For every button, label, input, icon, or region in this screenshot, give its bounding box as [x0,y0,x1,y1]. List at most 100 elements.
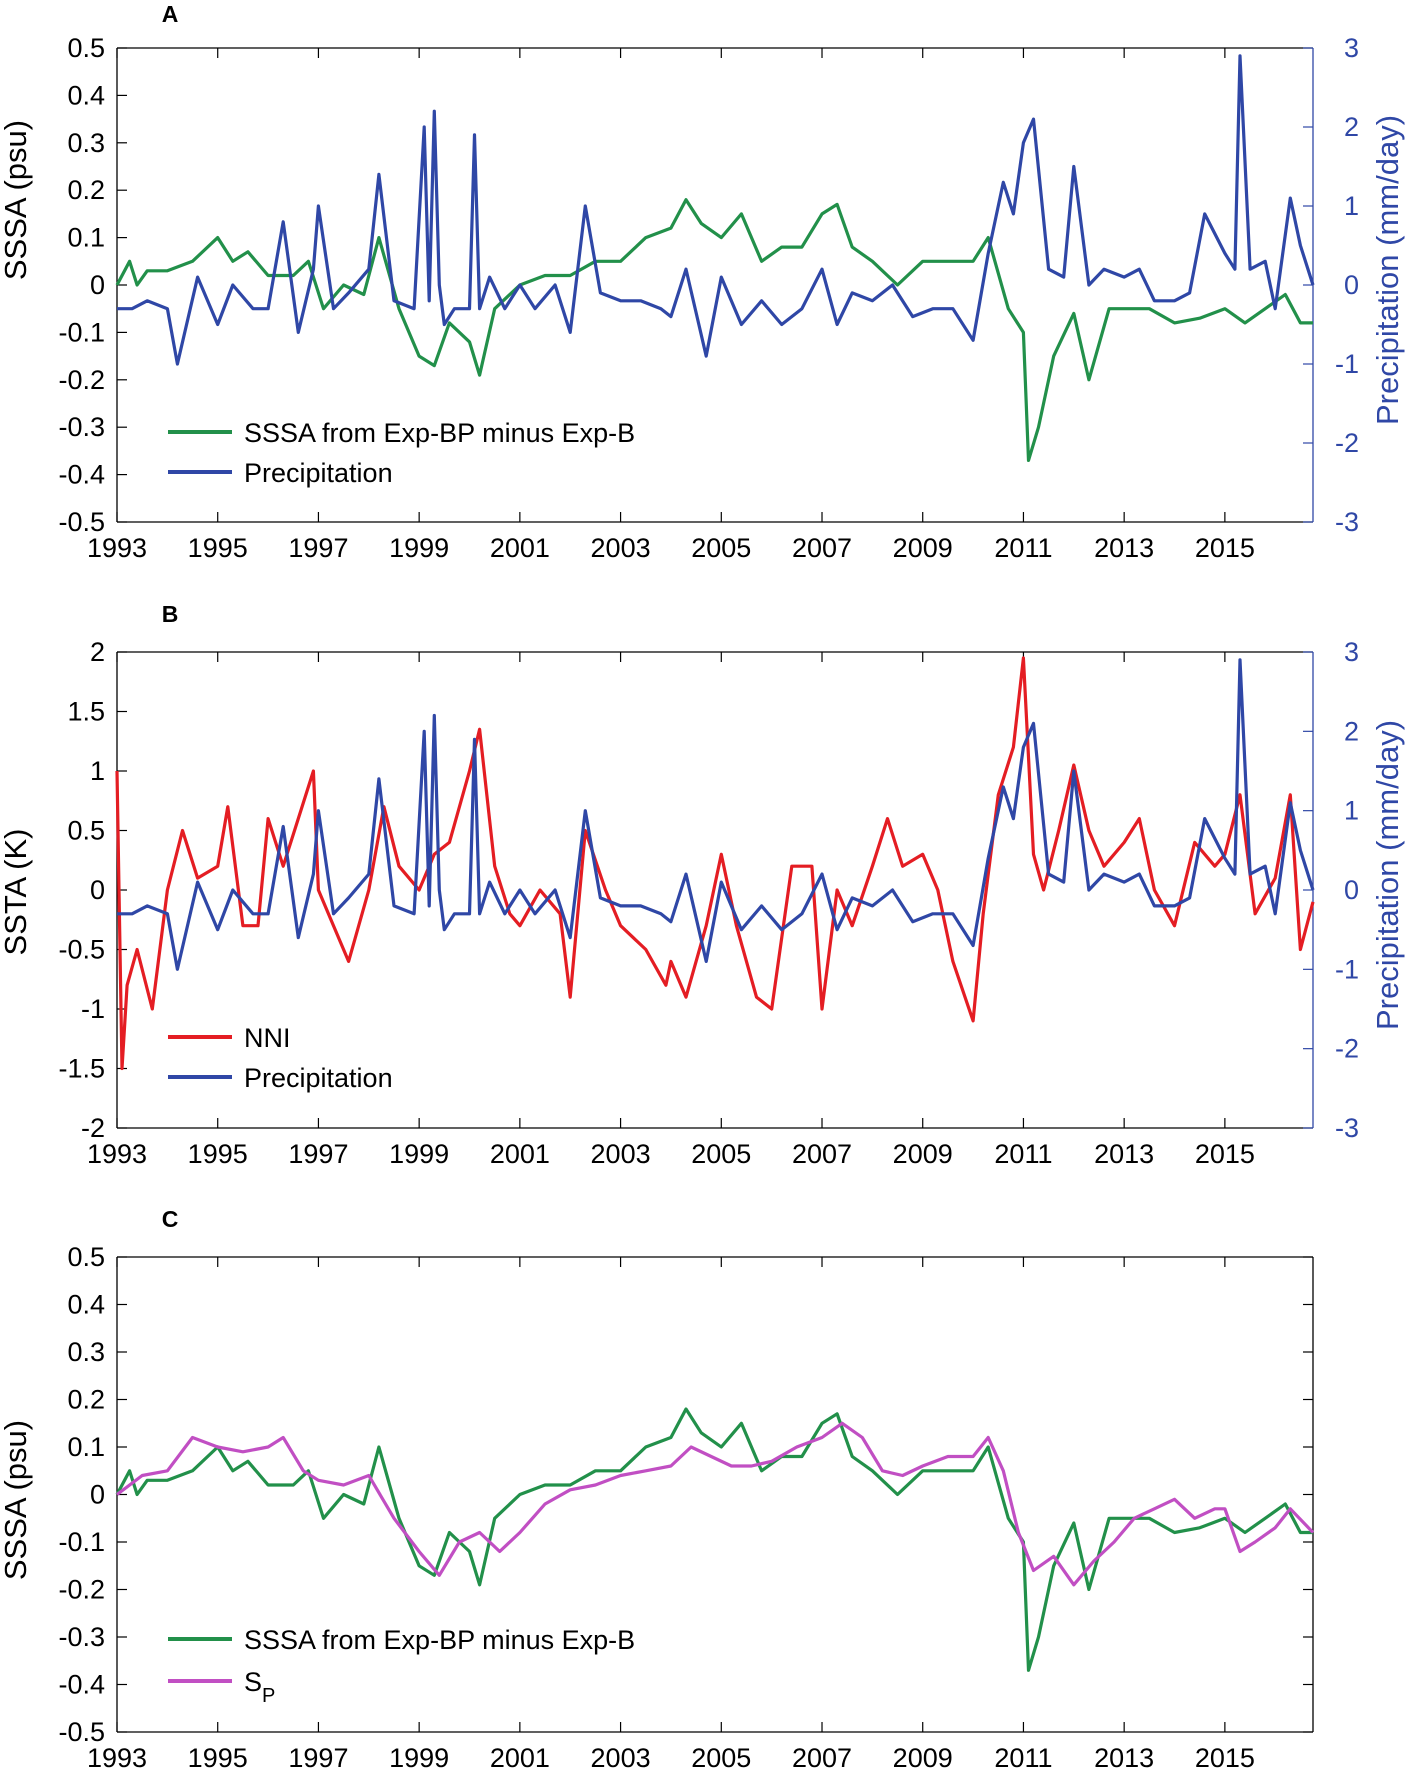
y-tick-label: -0.1 [58,1527,105,1557]
y-tick-label-right: -2 [1335,1034,1359,1064]
y-tick-label: 0.2 [67,1385,105,1415]
y-tick-label: 0.3 [67,1337,105,1367]
y-tick-label: 0.1 [67,223,105,253]
x-tick-label: 1999 [389,533,449,563]
x-tick-label: 1997 [288,1139,348,1169]
x-tick-label: 1999 [389,1139,449,1169]
y-tick-label: -0.4 [58,460,105,490]
panel-a-label: A [162,1,179,27]
x-tick-label: 2009 [893,1139,953,1169]
x-tick-label: 2013 [1094,1743,1154,1773]
panel-b-ylabel: SSTA (K) [0,829,33,956]
y-tick-label: 0.3 [67,128,105,158]
panel-c-ylabel: SSSA (psu) [0,1420,33,1580]
series-line-precipitation [117,54,1315,366]
legend-label-precipitation: Precipitation [244,458,393,488]
y-tick-label: -0.5 [58,935,105,965]
x-tick-label: 2011 [994,1139,1052,1169]
y-tick-label: -1 [81,994,105,1024]
x-tick-label: 2015 [1195,1139,1255,1169]
y-tick-label: -0.2 [58,365,105,395]
y-tick-label: 1 [90,756,105,786]
y-tick-label: -2 [81,1113,105,1143]
y-tick-label: 0 [90,875,105,905]
y-tick-label: -1.5 [58,1054,105,1084]
x-tick-label: 1997 [288,1743,348,1773]
y-tick-label: 0 [90,270,105,300]
legend-label-sssa-from-exp-bp-minus-exp-b: SSSA from Exp-BP minus Exp-B [244,418,635,448]
panel-a-ylabel-right: Precipitation (mm/day) [1370,115,1405,425]
y-tick-label-right: -3 [1335,1113,1359,1143]
x-tick-label: 2011 [994,1743,1052,1773]
x-tick-label: 2003 [591,1139,651,1169]
y-tick-label-right: -1 [1335,349,1359,379]
panel-b: B SSTA (K) Precipitation (mm/day) 1993 19… [0,601,1405,1169]
series-line-nni [115,656,1315,1071]
x-tick-label: 2009 [893,1743,953,1773]
x-tick-label: 2013 [1094,1139,1154,1169]
x-tick-label: 2003 [591,533,651,563]
series-line-sp [116,1421,1315,1587]
y-tick-label: -0.2 [58,1575,105,1605]
x-tick-label: 1993 [87,1743,147,1773]
legend-label-subscript: P [262,1685,275,1707]
x-tick-label: 1999 [389,1743,449,1773]
x-tick-label: 2005 [691,533,751,563]
y-tick-label: 0.2 [67,175,105,205]
x-tick-label: 2015 [1195,1743,1255,1773]
y-tick-label-right: 2 [1344,716,1359,746]
x-tick-label: 1995 [188,1743,248,1773]
x-tick-label: 2003 [591,1743,651,1773]
panel-c-label: C [162,1206,179,1232]
y-tick-label-right: 0 [1344,270,1359,300]
y-tick-label-right: 3 [1344,33,1359,63]
x-tick-label: 2015 [1195,533,1255,563]
panel-b-ylabel-right: Precipitation (mm/day) [1370,720,1405,1030]
x-tick-label: 2001 [490,1139,550,1169]
y-tick-label: 0 [90,1480,105,1510]
panel-b-label: B [162,601,179,627]
x-tick-label: 1995 [188,533,248,563]
x-tick-label: 2001 [490,1743,550,1773]
x-tick-label: 2001 [490,533,550,563]
y-tick-label: 1.5 [67,697,105,727]
y-tick-label-right: 0 [1344,875,1359,905]
legend-label-sssa-from-exp-bp-minus-exp-b: SSSA from Exp-BP minus Exp-B [244,1625,635,1655]
y-tick-label: -0.5 [58,507,105,537]
y-tick-label: -0.3 [58,412,105,442]
y-tick-label-right: 2 [1344,112,1359,142]
y-tick-label: 0.5 [67,1242,105,1272]
y-tick-label-right: -1 [1335,954,1359,984]
y-tick-label-right: -3 [1335,507,1359,537]
x-tick-label: 2011 [994,533,1052,563]
y-tick-label: 0.1 [67,1432,105,1462]
legend-label-nni: NNI [244,1023,291,1053]
x-tick-label: 2009 [893,533,953,563]
panel-a-ylabel: SSSA (psu) [0,120,33,280]
y-tick-label-right: -2 [1335,428,1359,458]
y-tick-label-right: 3 [1344,637,1359,667]
y-tick-label: 0.5 [67,816,105,846]
x-tick-label: 1993 [87,533,147,563]
y-tick-label: -0.5 [58,1717,105,1747]
y-tick-label-right: 1 [1344,796,1359,826]
y-tick-label: -0.4 [58,1670,105,1700]
y-tick-label: 0.4 [67,1290,105,1320]
y-tick-label: 2 [90,637,105,667]
x-tick-label: 2013 [1094,533,1154,563]
x-tick-label: 1997 [288,533,348,563]
series-line-sssa-from-exp-bp-minus-exp-b [115,1407,1313,1672]
panel-c: C SSSA (psu) 1993 1995 1997 1999 2001 2003 200… [0,1206,1315,1773]
panel-a: A SSSA (psu) Precipitation (mm/day) 1993… [0,1,1405,563]
x-tick-label: 2007 [792,533,852,563]
series-line-precipitation [117,658,1315,971]
legend-label-precipitation: Precipitation [244,1063,393,1093]
x-tick-label: 1995 [188,1139,248,1169]
x-tick-label: 2005 [691,1743,751,1773]
x-tick-label: 2007 [792,1139,852,1169]
series-line-sssa-from-exp-bp-minus-exp-b [115,198,1313,462]
x-tick-label: 2005 [691,1139,751,1169]
y-tick-label: -0.3 [58,1622,105,1652]
x-tick-label: 2007 [792,1743,852,1773]
